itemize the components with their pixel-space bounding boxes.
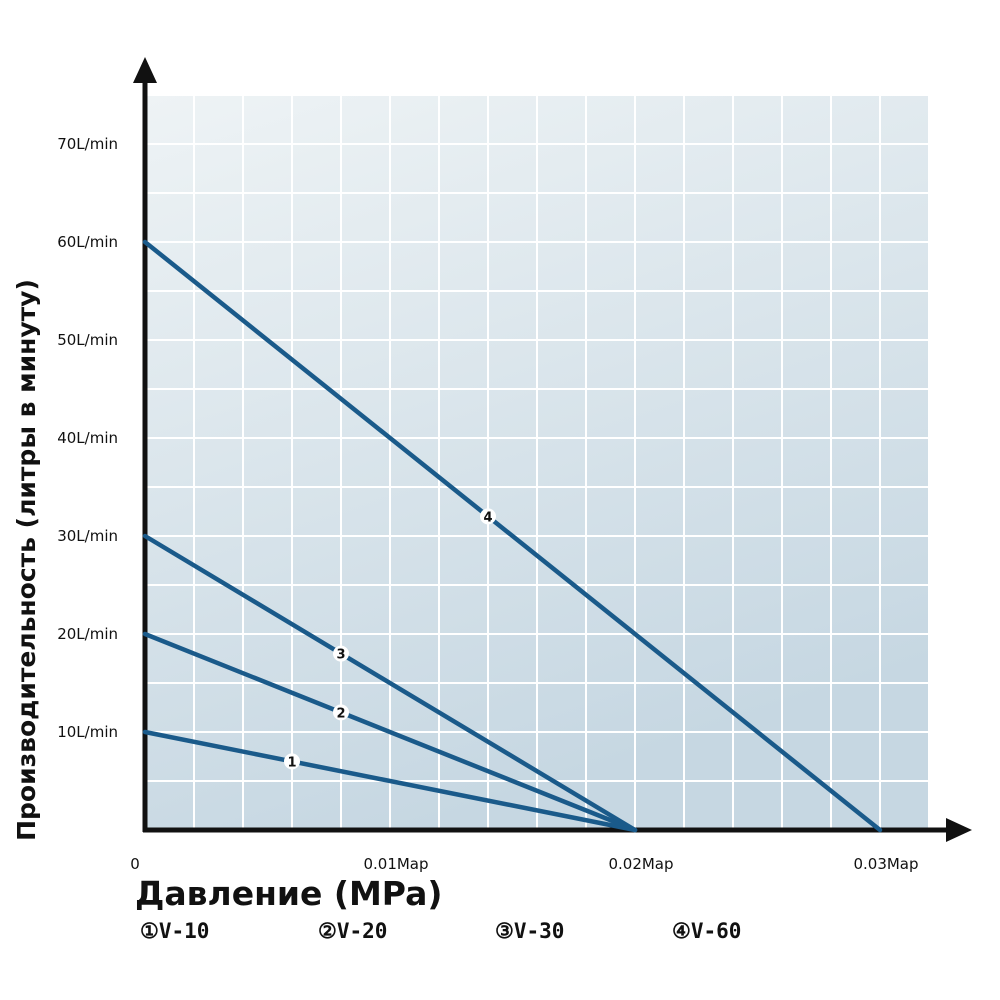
x-tick-label: 0.02Map xyxy=(608,855,673,873)
x-tick-label: 0 xyxy=(130,855,140,873)
series-line-4 xyxy=(142,239,883,833)
series-markers: 1 2 3 4 xyxy=(284,508,496,770)
y-tick-label: 20L/min xyxy=(57,625,118,643)
x-tick-label: 0.01Map xyxy=(363,855,428,873)
y-tick-label: 30L/min xyxy=(57,527,118,545)
series-marker-4 xyxy=(480,508,496,525)
legend-item-3: ③V-30 xyxy=(495,919,564,943)
series-marker-1 xyxy=(284,753,300,770)
series-marker-label-1: 1 xyxy=(287,755,296,770)
y-tick-label: 50L/min xyxy=(57,331,118,349)
y-tick-labels: 10L/min 20L/min 30L/min 40L/min 50L/min 60L/m… xyxy=(57,135,118,741)
y-tick-label: 10L/min xyxy=(57,723,118,741)
series-marker-label-3: 3 xyxy=(336,648,345,663)
legend-item-2: ②V-20 xyxy=(318,919,387,943)
legend-item-4: ④V-60 xyxy=(672,919,741,943)
grid xyxy=(144,94,930,831)
legend-item-1: ①V-10 xyxy=(140,919,209,943)
series-line-3 xyxy=(142,533,638,833)
y-axis-arrow xyxy=(133,57,157,83)
series-marker-3 xyxy=(333,645,349,662)
y-tick-label: 60L/min xyxy=(57,233,118,251)
series-marker-label-2: 2 xyxy=(336,706,345,721)
y-tick-label: 40L/min xyxy=(57,429,118,447)
series-marker-label-4: 4 xyxy=(483,510,492,525)
axes xyxy=(133,57,972,842)
series-line-2 xyxy=(142,631,638,833)
series-line-1 xyxy=(142,729,638,833)
y-axis-label: Производительность (литры в минуту) xyxy=(12,279,41,841)
x-axis-arrow xyxy=(946,818,972,842)
series-marker-2 xyxy=(333,704,349,721)
x-axis-label: Давление (MPa) xyxy=(135,874,442,913)
series-lines xyxy=(142,239,883,833)
legend: ①V-10 ②V-20 ③V-30 ④V-60 xyxy=(140,919,741,943)
y-tick-label: 70L/min xyxy=(57,135,118,153)
x-tick-labels: 0 0.01Map 0.02Map 0.03Map xyxy=(130,855,918,873)
x-tick-label: 0.03Map xyxy=(853,855,918,873)
